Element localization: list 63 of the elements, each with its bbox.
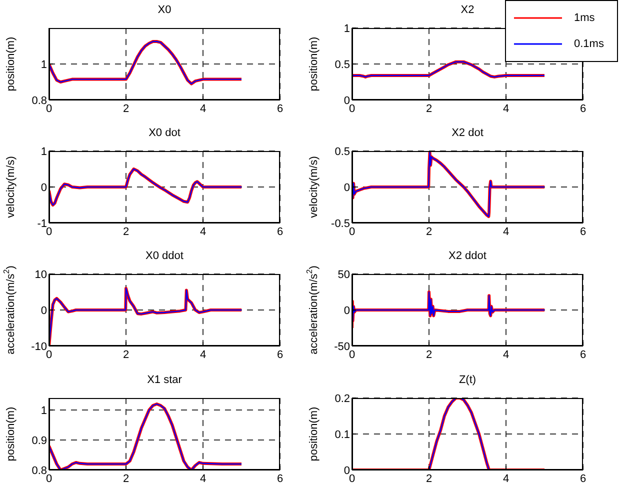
chart-title: X0 dot [148,127,182,139]
chart-title: X0 [156,4,172,16]
x-tick-label: 4 [200,226,206,238]
x-tick-label: 2 [426,348,432,361]
chart-title: X2 [460,4,474,16]
y-tick-label: 0.1 [334,428,350,441]
x-tick-label: 2 [426,226,432,238]
x-tick-label: 6 [580,226,586,238]
y-tick-label: -1 [37,218,47,230]
y-tick-label: 0 [344,464,350,477]
chart-title: X2 dot [450,127,484,139]
chart-title: X0 ddot [144,250,184,262]
x-tick-label: 6 [276,472,284,485]
y-tick-label: 1 [40,404,47,417]
y-tick-label: 0 [40,182,47,194]
x-tick-label: 6 [276,348,284,361]
x-tick-label: 2 [122,348,130,361]
y-tick-label: 0.8 [32,94,47,107]
y-tick-label: -10 [31,340,47,353]
x-tick-label: 6 [276,226,284,238]
x-tick-label: 2 [122,102,130,115]
y-tick-label: 0 [344,182,350,194]
x-tick-label: 4 [502,102,510,115]
y-tick-label: 0 [344,304,350,317]
y-axis-title: velocity(m/s) [4,156,17,218]
x-tick-label: 2 [122,472,130,485]
y-tick-label: 1 [40,58,47,71]
y-axis-title: position(m) [308,36,320,92]
x-tick-label: 2 [122,226,130,238]
y-axis-title: position(m) [4,406,17,462]
y-tick-label: 0.8 [32,464,47,477]
x-tick-label: 6 [580,348,586,361]
x-tick-label: 6 [580,102,586,115]
x-tick-label: 4 [502,348,510,361]
y-tick-label: 0.9 [32,434,47,447]
legend-label: 0.1ms [574,38,604,50]
y-tick-label: -0.5 [331,218,350,230]
chart-title: X2 ddot [448,250,488,262]
x-tick-label: 6 [276,102,284,115]
x-tick-label: 6 [580,472,586,485]
y-axis-title: velocity(m/s) [308,156,320,218]
y-axis-title: position(m) [308,406,320,462]
y-tick-label: -50 [334,340,350,353]
y-tick-label: 1 [40,146,47,158]
y-tick-label: 0.5 [334,58,350,71]
x-tick-label: 4 [502,226,510,238]
x-tick-label: 4 [200,102,206,115]
x-tick-label: 4 [502,472,510,485]
chart-title: Z(t) [458,374,478,386]
legend-label: 1ms [574,12,595,24]
y-axis-title: position(m) [4,36,17,92]
x-tick-label: 4 [200,472,206,485]
y-tick-label: 50 [338,268,350,281]
y-tick-label: 1 [344,22,350,35]
x-tick-label: 4 [200,348,206,361]
y-tick-label: 0 [344,94,350,107]
x-tick-label: 2 [426,472,432,485]
x-tick-label: 2 [426,102,432,115]
y-tick-label: 0 [40,304,47,317]
y-tick-label: 10 [34,268,47,281]
chart-title: X1 star [146,374,183,386]
y-tick-label: 0.2 [334,392,350,405]
y-tick-label: 0.5 [334,146,350,158]
